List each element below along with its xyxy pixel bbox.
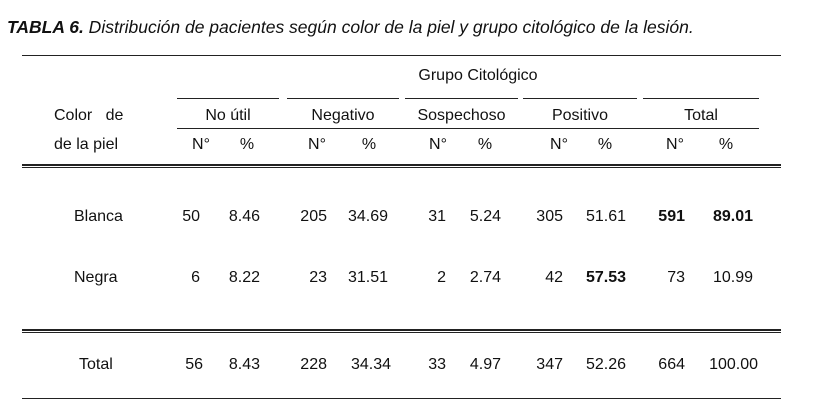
total-cell: 52.26: [585, 356, 626, 373]
group-header-no-util: No útil: [205, 107, 251, 124]
subheader-pct: %: [361, 136, 377, 153]
group-underline-total: [643, 98, 759, 99]
subheader-pct: %: [477, 136, 493, 153]
cell: 205: [300, 208, 327, 225]
group-header-sospechoso: Sospechoso: [417, 107, 506, 124]
total-cell: 34.34: [350, 356, 391, 373]
cell: 31: [428, 208, 446, 225]
group-underline-sospechoso: [405, 98, 518, 99]
cell: 73: [667, 269, 685, 286]
cell: 51.61: [585, 208, 626, 225]
caption-text: Distribución de pacientes según color de…: [83, 17, 694, 37]
group-underline-positivo: [523, 98, 637, 99]
cell: 8.46: [228, 208, 260, 225]
subheader-n: N°: [429, 136, 447, 153]
cell: 23: [309, 269, 327, 286]
bottom-rule: [22, 398, 781, 399]
group-underline-no-util: [177, 98, 279, 99]
cell: 34.69: [347, 208, 388, 225]
subheader-pct: %: [239, 136, 255, 153]
cell: 89.01: [712, 208, 753, 225]
top-rule: [22, 55, 781, 56]
cell: 6: [191, 269, 200, 286]
table-caption: TABLA 6. Distribución de pacientes según…: [7, 17, 694, 38]
header-double-rule: [22, 164, 781, 168]
group-underline-negativo: [287, 98, 399, 99]
group-title: Grupo Citológico: [418, 67, 538, 84]
total-cell: 100.00: [709, 356, 758, 373]
caption-label: TABLA 6.: [7, 17, 84, 37]
row-header-line2: de la piel: [54, 136, 119, 153]
cell: 10.99: [712, 269, 753, 286]
total-double-rule: [22, 329, 781, 333]
total-cell: 664: [658, 356, 685, 373]
total-cell: 4.97: [469, 356, 501, 373]
group-header-positivo: Positivo: [551, 107, 609, 124]
cell: 2.74: [469, 269, 501, 286]
total-row-label: Total: [79, 356, 113, 373]
cell: 57.53: [585, 269, 626, 286]
subheader-pct: %: [718, 136, 734, 153]
cell: 8.22: [228, 269, 260, 286]
cell: 50: [182, 208, 200, 225]
group-header-total: Total: [684, 107, 718, 124]
total-cell: 347: [536, 356, 563, 373]
cell: 31.51: [347, 269, 388, 286]
total-cell: 8.43: [228, 356, 260, 373]
cell: 42: [545, 269, 563, 286]
row-label: Negra: [74, 269, 118, 286]
total-cell: 33: [428, 356, 446, 373]
cell: 5.24: [469, 208, 501, 225]
subheader-n: N°: [550, 136, 568, 153]
cell: 305: [536, 208, 563, 225]
total-cell: 56: [185, 356, 203, 373]
row-header-line1: Color de: [54, 107, 124, 124]
group-header-negativo: Negativo: [311, 107, 375, 124]
subheader-n: N°: [666, 136, 684, 153]
subheader-n: N°: [308, 136, 326, 153]
subheader-n: N°: [192, 136, 210, 153]
total-cell: 228: [300, 356, 327, 373]
cell: 2: [437, 269, 446, 286]
row-label: Blanca: [74, 208, 123, 225]
cell: 591: [658, 208, 685, 225]
subheader-pct: %: [597, 136, 613, 153]
subheader-underline: [177, 128, 759, 129]
